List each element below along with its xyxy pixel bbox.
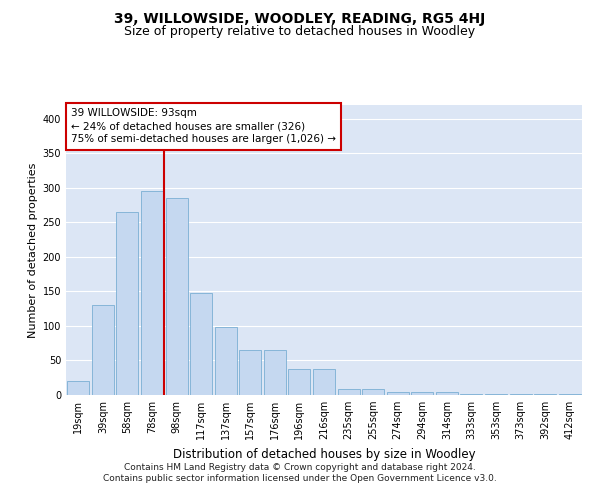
Bar bbox=[190, 293, 212, 395]
Text: Contains HM Land Registry data © Crown copyright and database right 2024.: Contains HM Land Registry data © Crown c… bbox=[124, 462, 476, 471]
Bar bbox=[460, 394, 482, 395]
X-axis label: Distribution of detached houses by size in Woodley: Distribution of detached houses by size … bbox=[173, 448, 475, 460]
Text: Contains public sector information licensed under the Open Government Licence v3: Contains public sector information licen… bbox=[103, 474, 497, 483]
Bar bbox=[215, 328, 237, 395]
Y-axis label: Number of detached properties: Number of detached properties bbox=[28, 162, 38, 338]
Bar bbox=[67, 381, 89, 395]
Bar bbox=[264, 350, 286, 395]
Bar bbox=[386, 392, 409, 395]
Bar bbox=[313, 370, 335, 395]
Bar bbox=[485, 394, 507, 395]
Bar bbox=[166, 198, 188, 395]
Text: Size of property relative to detached houses in Woodley: Size of property relative to detached ho… bbox=[124, 25, 476, 38]
Bar bbox=[116, 212, 139, 395]
Text: 39, WILLOWSIDE, WOODLEY, READING, RG5 4HJ: 39, WILLOWSIDE, WOODLEY, READING, RG5 4H… bbox=[115, 12, 485, 26]
Bar bbox=[338, 390, 359, 395]
Bar bbox=[289, 370, 310, 395]
Bar bbox=[362, 390, 384, 395]
Bar bbox=[534, 394, 556, 395]
Bar bbox=[509, 394, 532, 395]
Bar bbox=[92, 305, 114, 395]
Bar bbox=[239, 350, 262, 395]
Bar bbox=[141, 192, 163, 395]
Text: 39 WILLOWSIDE: 93sqm
← 24% of detached houses are smaller (326)
75% of semi-deta: 39 WILLOWSIDE: 93sqm ← 24% of detached h… bbox=[71, 108, 336, 144]
Bar bbox=[559, 394, 581, 395]
Bar bbox=[411, 392, 433, 395]
Bar bbox=[436, 392, 458, 395]
